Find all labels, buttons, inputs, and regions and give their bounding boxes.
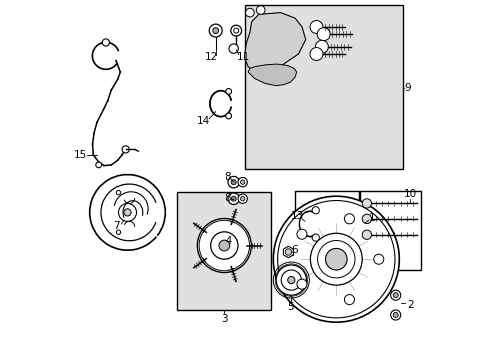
Circle shape: [231, 196, 236, 201]
Circle shape: [285, 249, 291, 255]
Circle shape: [325, 248, 346, 270]
Circle shape: [390, 290, 400, 300]
Text: 8: 8: [224, 172, 230, 182]
Text: 2: 2: [406, 300, 412, 310]
Circle shape: [344, 294, 354, 305]
Circle shape: [310, 233, 362, 285]
Circle shape: [238, 177, 247, 187]
Circle shape: [212, 28, 218, 33]
Circle shape: [240, 180, 244, 184]
Circle shape: [230, 25, 241, 36]
Text: 13: 13: [290, 211, 303, 221]
Circle shape: [309, 21, 322, 33]
Circle shape: [362, 230, 371, 239]
Polygon shape: [247, 64, 296, 86]
Circle shape: [116, 190, 121, 195]
Circle shape: [227, 176, 239, 188]
Circle shape: [392, 312, 397, 318]
Text: 7: 7: [113, 221, 120, 231]
Text: 9: 9: [403, 83, 410, 93]
Circle shape: [231, 180, 236, 185]
Text: 4: 4: [225, 236, 231, 246]
Circle shape: [96, 162, 102, 168]
Circle shape: [287, 276, 294, 284]
Circle shape: [233, 28, 238, 33]
Circle shape: [219, 240, 229, 251]
Circle shape: [209, 24, 222, 37]
Circle shape: [245, 8, 254, 17]
Text: 11: 11: [237, 52, 250, 62]
Circle shape: [225, 89, 231, 94]
Circle shape: [225, 113, 231, 119]
Circle shape: [118, 203, 136, 221]
Bar: [360, 191, 420, 270]
Circle shape: [309, 48, 322, 60]
Circle shape: [123, 209, 131, 216]
Text: 12: 12: [204, 52, 218, 62]
Circle shape: [362, 199, 371, 208]
Text: 5: 5: [286, 302, 293, 312]
Circle shape: [315, 40, 328, 53]
Text: 6: 6: [291, 245, 298, 255]
Circle shape: [311, 234, 319, 241]
Circle shape: [317, 240, 354, 278]
Text: 1: 1: [368, 213, 375, 223]
Circle shape: [392, 293, 397, 298]
Polygon shape: [244, 13, 305, 72]
Circle shape: [311, 207, 319, 214]
Bar: [177, 192, 271, 310]
Circle shape: [116, 230, 121, 234]
Circle shape: [240, 197, 244, 201]
Circle shape: [197, 219, 251, 273]
Circle shape: [296, 279, 306, 289]
Circle shape: [122, 146, 129, 153]
Bar: [294, 191, 358, 270]
Circle shape: [276, 265, 306, 295]
Circle shape: [228, 44, 238, 53]
Bar: [244, 5, 402, 169]
Circle shape: [277, 201, 394, 318]
Circle shape: [344, 214, 354, 224]
Text: 3: 3: [221, 314, 227, 324]
Circle shape: [238, 194, 247, 203]
Circle shape: [227, 193, 239, 204]
Circle shape: [317, 28, 329, 41]
Circle shape: [102, 39, 109, 46]
Circle shape: [210, 232, 238, 259]
Circle shape: [362, 214, 371, 224]
Circle shape: [273, 196, 399, 322]
Text: 8: 8: [224, 193, 230, 203]
Circle shape: [296, 229, 306, 239]
Circle shape: [256, 6, 264, 14]
Text: 15: 15: [74, 150, 87, 160]
Circle shape: [373, 254, 383, 264]
Circle shape: [281, 270, 301, 290]
Text: 10: 10: [403, 189, 416, 199]
Circle shape: [390, 310, 400, 320]
Text: 14: 14: [197, 116, 210, 126]
